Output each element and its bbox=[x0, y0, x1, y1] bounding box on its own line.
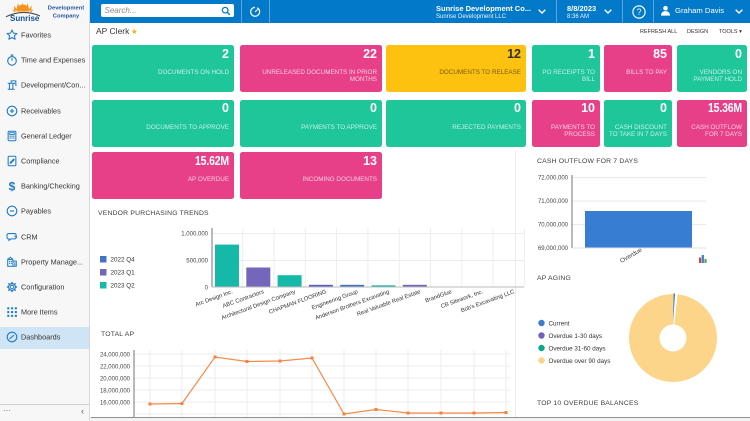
svg-text:Current: Current bbox=[549, 320, 570, 327]
svg-text:2022 Q4: 2022 Q4 bbox=[111, 257, 136, 264]
svg-text:72,000,000: 72,000,000 bbox=[538, 176, 569, 182]
svg-text:Company: Company bbox=[53, 14, 80, 20]
svg-text:Bob's Excavating LLC: Bob's Excavating LLC bbox=[460, 289, 515, 314]
svg-text:18,000,000: 18,000,000 bbox=[100, 389, 131, 395]
svg-text:20,000,000: 20,000,000 bbox=[100, 377, 131, 383]
svg-text:Sunrise: Sunrise bbox=[10, 14, 40, 23]
svg-text:24,000,000: 24,000,000 bbox=[100, 353, 131, 359]
svg-text:Overdue over 90 days: Overdue over 90 days bbox=[549, 358, 611, 365]
svg-text:CASH OUTFLOW FOR 7 DAYS: CASH OUTFLOW FOR 7 DAYS bbox=[537, 158, 638, 165]
svg-text:69,000,000: 69,000,000 bbox=[538, 246, 569, 252]
svg-text:Overdue 1-30 days: Overdue 1-30 days bbox=[549, 333, 603, 340]
svg-text:VENDOR PURCHASING TRENDS: VENDOR PURCHASING TRENDS bbox=[98, 210, 209, 217]
svg-text:?: ? bbox=[637, 7, 642, 17]
svg-text:$: $ bbox=[9, 180, 16, 192]
svg-text:71,000,000: 71,000,000 bbox=[538, 199, 569, 205]
svg-text:22,000,000: 22,000,000 bbox=[100, 365, 131, 371]
svg-text:Overdue 31-60 days: Overdue 31-60 days bbox=[549, 345, 606, 352]
svg-text:1,000,000: 1,000,000 bbox=[181, 232, 208, 238]
svg-text:16,000,000: 16,000,000 bbox=[100, 401, 131, 407]
svg-text:0: 0 bbox=[205, 286, 209, 292]
svg-text:Development: Development bbox=[48, 6, 84, 12]
svg-text:70,000,000: 70,000,000 bbox=[538, 223, 569, 229]
svg-text:2023 Q1: 2023 Q1 bbox=[111, 270, 136, 277]
svg-text:Overdue: Overdue bbox=[619, 246, 644, 264]
svg-text:2023 Q2: 2023 Q2 bbox=[111, 283, 136, 290]
svg-text:AP AGING: AP AGING bbox=[537, 275, 571, 282]
svg-text:TOTAL AP: TOTAL AP bbox=[101, 331, 134, 338]
svg-text:500,000: 500,000 bbox=[186, 259, 208, 265]
